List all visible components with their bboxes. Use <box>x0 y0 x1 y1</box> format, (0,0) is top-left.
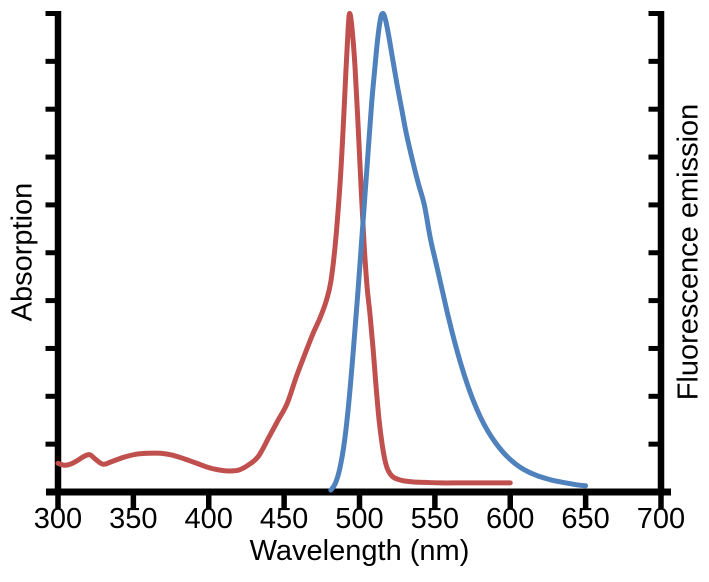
x-tick-label-450: 450 <box>259 503 309 535</box>
x-tick-label-350: 350 <box>109 503 158 535</box>
x-tick-label-650: 650 <box>561 503 610 535</box>
curves <box>55 11 589 493</box>
x-tick-label-550: 550 <box>410 503 460 535</box>
y-axis-label-fluorescence-emission: Fluorescence emission <box>672 103 705 401</box>
x-tick-label-400: 400 <box>184 503 233 535</box>
x-tick-label-300: 300 <box>33 503 83 535</box>
x-tick-label-600: 600 <box>486 503 535 535</box>
x-tick-label-500: 500 <box>335 503 384 535</box>
absorption-curve <box>55 11 513 486</box>
x-tick-label-700: 700 <box>636 503 686 535</box>
emission-curve <box>328 11 589 493</box>
x-axis-label: Wavelength (nm) <box>249 535 470 567</box>
axes <box>45 11 671 508</box>
y-axis-label-absorption: Absorption <box>6 182 39 322</box>
